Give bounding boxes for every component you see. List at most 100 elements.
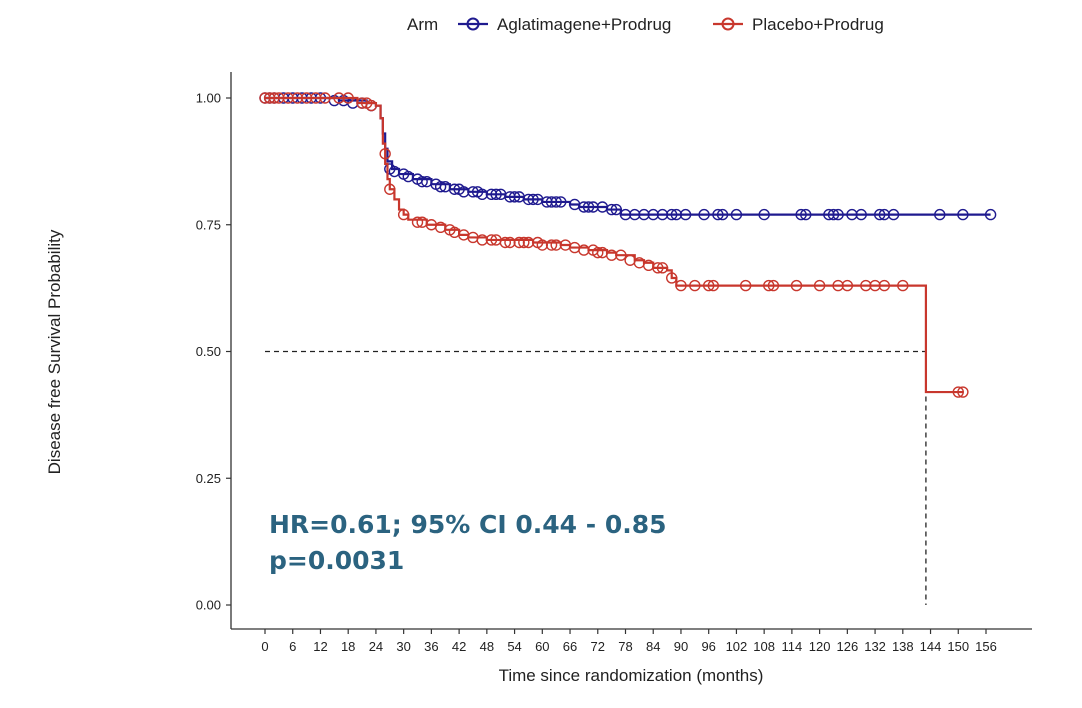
censor-mark-series-2 [841, 279, 854, 292]
censor-mark-series-2 [273, 92, 285, 104]
hazard-ratio-annotation: HR=0.61; 95% CI 0.44 - 0.85 [269, 510, 667, 539]
censor-mark-series-1 [984, 208, 997, 221]
censor-mark-series-1 [832, 208, 844, 221]
x-tick-label: 144 [920, 639, 942, 654]
censor-mark-series-2 [291, 92, 304, 104]
censor-mark-series-1 [541, 196, 553, 208]
censor-mark-series-1 [605, 203, 618, 216]
censor-mark-series-1 [587, 201, 599, 213]
censor-mark-series-2 [282, 92, 294, 104]
x-tick-label: 36 [424, 639, 438, 654]
censor-mark-series-2 [550, 239, 562, 251]
censor-mark-series-2 [813, 279, 826, 292]
legend-item-series-2: Placebo+Prodrug [713, 15, 884, 34]
censor-mark-series-1 [934, 208, 946, 221]
censor-mark-series-2 [952, 386, 964, 398]
censor-mark-series-2 [485, 234, 498, 246]
censor-mark-series-2 [342, 92, 354, 104]
censor-mark-series-1 [476, 188, 488, 201]
y-tick-label: 0.75 [196, 217, 221, 232]
y-tick-label: 0.00 [196, 598, 221, 613]
y-tick-label: 0.50 [196, 344, 221, 359]
censor-mark-series-2 [411, 216, 424, 228]
censor-mark-series-1 [578, 201, 590, 213]
censor-mark-series-1 [666, 208, 678, 221]
x-tick-label: 96 [701, 639, 715, 654]
censor-mark-series-2 [675, 279, 687, 292]
censor-mark-series-2 [536, 239, 549, 251]
x-tick-label: 84 [646, 639, 660, 654]
censor-mark-series-1 [656, 208, 669, 221]
censor-mark-series-1 [619, 208, 632, 221]
x-ticks: 0 6 12 18 24 30 36 42 48 54 60 66 72 78 84 90 96 102 108 11… [261, 629, 997, 654]
x-tick-label: 120 [809, 639, 831, 654]
y-ticks: 0.00 0.25 0.50 0.75 1.00 [196, 91, 231, 613]
reference-lines [265, 350, 927, 605]
x-tick-label: 66 [563, 639, 577, 654]
x-tick-label: 108 [753, 639, 775, 654]
legend-marker-series-1 [466, 17, 480, 31]
p-value-annotation: p=0.0031 [269, 546, 404, 575]
legend-marker-series-2 [721, 17, 735, 31]
censor-mark-series-1 [873, 208, 886, 221]
censor-mark-series-1 [827, 208, 840, 221]
censor-mark-series-1 [522, 193, 535, 206]
censor-mark-series-1 [698, 208, 710, 221]
x-tick-label: 42 [452, 639, 466, 654]
x-tick-label: 126 [836, 639, 858, 654]
censor-mark-series-2 [763, 279, 775, 292]
censor-mark-series-2 [268, 92, 280, 104]
censor-mark-series-2 [689, 279, 701, 292]
x-tick-label: 30 [396, 639, 410, 654]
censor-mark-series-2 [263, 92, 276, 104]
censor-mark-series-2 [513, 236, 525, 249]
censor-mark-series-1 [555, 196, 567, 208]
censor-mark-series-1 [629, 208, 641, 221]
x-tick-label: 78 [618, 639, 632, 654]
x-tick-label: 60 [535, 639, 549, 654]
x-tick-label: 114 [782, 639, 803, 654]
y-tick-label: 0.25 [196, 471, 221, 486]
x-tick-label: 150 [947, 639, 969, 654]
censor-mark-series-1 [878, 208, 891, 221]
censor-mark-series-1 [712, 208, 724, 221]
censor-mark-series-2 [365, 99, 378, 112]
survival-curve-series-1 [265, 96, 991, 216]
censor-mark-series-1 [416, 175, 428, 188]
legend: Arm Aglatimagene+Prodrug Placebo+Prodrug [407, 15, 884, 34]
censor-mark-series-2 [702, 279, 715, 292]
censor-mark-series-1 [582, 201, 595, 213]
censor-mark-series-2 [767, 279, 780, 292]
x-axis-title: Time since randomization (months) [499, 666, 764, 685]
censor-mark-series-2 [499, 236, 512, 249]
censor-mark-series-1 [730, 208, 743, 221]
censor-mark-series-1 [855, 208, 867, 221]
x-tick-label: 0 [261, 639, 268, 654]
x-tick-label: 12 [313, 639, 327, 654]
censor-mark-series-2 [739, 279, 752, 292]
censor-mark-series-2 [652, 262, 664, 274]
censor-mark-series-2 [578, 244, 590, 256]
x-tick-label: 48 [480, 639, 494, 654]
censor-mark-series-2 [319, 92, 331, 104]
censor-mark-series-2 [624, 254, 636, 266]
censor-mark-series-2 [397, 208, 410, 221]
censor-mark-series-1 [610, 203, 622, 216]
censor-mark-series-1 [716, 208, 729, 221]
censor-mark-series-1 [504, 191, 516, 203]
censor-mark-series-2 [504, 236, 516, 249]
censor-mark-series-1 [795, 208, 807, 221]
x-tick-label: 6 [289, 639, 296, 654]
censor-mark-series-2 [605, 249, 618, 261]
x-tick-label: 102 [726, 639, 748, 654]
censor-mark-series-1 [957, 208, 969, 221]
censor-mark-series-2 [384, 183, 396, 195]
censor-mark-series-2 [869, 279, 881, 292]
censor-mark-series-1 [638, 208, 650, 221]
legend-label-series-1: Aglatimagene+Prodrug [497, 15, 671, 34]
censor-mark-series-2 [333, 92, 345, 104]
censor-mark-series-2 [707, 279, 720, 292]
censor-mark-series-2 [615, 249, 627, 261]
censor-mark-series-1 [485, 188, 498, 201]
